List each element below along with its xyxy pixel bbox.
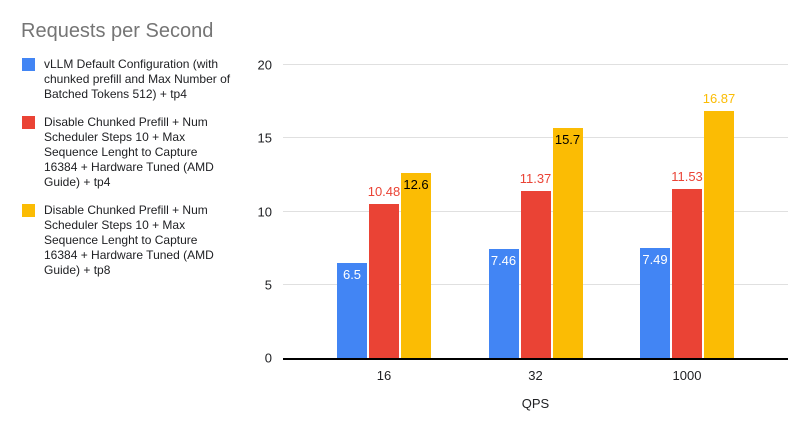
bar-group-16: 6.5 10.48 12.6 — [337, 65, 431, 358]
x-tick-label-1000: 1000 — [672, 368, 702, 383]
y-tick-label-15: 15 — [257, 130, 272, 146]
bar-group-1000: 7.49 11.53 16.87 — [640, 65, 735, 358]
y-tick-label-0: 0 — [264, 350, 272, 366]
plot-area: 0 5 10 15 20 6.5 10.48 12.6 16 7.46 11.37 15.7 32 7.4… — [258, 58, 788, 383]
legend-item-vllm-default: vLLM Default Configuration (with chunked… — [22, 57, 234, 102]
y-tick-label-5: 5 — [264, 277, 272, 293]
x-tick-label-32: 32 — [528, 368, 543, 383]
bar-value-label: 11.53 — [671, 169, 703, 185]
x-axis-title: QPS — [521, 396, 550, 411]
bar-value-label: 15.7 — [554, 132, 581, 147]
legend-swatch-yellow — [22, 204, 35, 217]
gridline-y15 — [283, 137, 788, 139]
legend-swatch-red — [22, 116, 35, 129]
bar-series3-qps32: 15.7 — [552, 128, 583, 358]
legend: vLLM Default Configuration (with chunked… — [22, 57, 234, 278]
bar-series1-qps32: 7.46 — [488, 248, 519, 358]
legend-item-tuned-tp4: Disable Chunked Prefill + Num Scheduler … — [22, 115, 234, 190]
bar-group-32: 7.46 11.37 15.7 — [488, 65, 583, 358]
legend-label: Disable Chunked Prefill + Num Scheduler … — [44, 203, 214, 277]
bar-series3-qps16: 12.6 — [401, 173, 431, 358]
legend-item-tuned-tp8: Disable Chunked Prefill + Num Scheduler … — [22, 203, 234, 278]
gridline-y20 — [283, 64, 788, 65]
bar-series1-qps1000: 7.49 — [640, 248, 670, 358]
bar-value-label: 10.48 — [367, 184, 401, 200]
y-tick-label-10: 10 — [257, 204, 272, 219]
y-tick-label-20: 20 — [257, 57, 272, 73]
bar-series2-qps16: 10.48 — [368, 184, 400, 358]
bar-value-label: 7.46 — [490, 252, 517, 268]
bar-series2-qps1000: 11.53 — [671, 169, 703, 358]
bar-value-label: 11.37 — [519, 171, 552, 187]
legend-swatch-blue — [22, 58, 35, 71]
x-tick-label-16: 16 — [376, 368, 392, 383]
bar-value-label: 7.49 — [642, 252, 668, 268]
chart-title: Requests per Second — [21, 20, 214, 42]
bar-series1-qps16: 6.5 — [337, 262, 367, 358]
bar-series2-qps32: 11.37 — [520, 171, 551, 358]
bar-series3-qps1000: 16.87 — [703, 91, 735, 358]
bar-value-label: 16.87 — [702, 90, 736, 106]
bar-value-label: 12.6 — [403, 177, 429, 193]
legend-label: vLLM Default Configuration (with chunked… — [44, 57, 231, 101]
bar-value-label: 6.5 — [342, 266, 362, 282]
legend-label: Disable Chunked Prefill + Num Scheduler … — [44, 115, 214, 189]
